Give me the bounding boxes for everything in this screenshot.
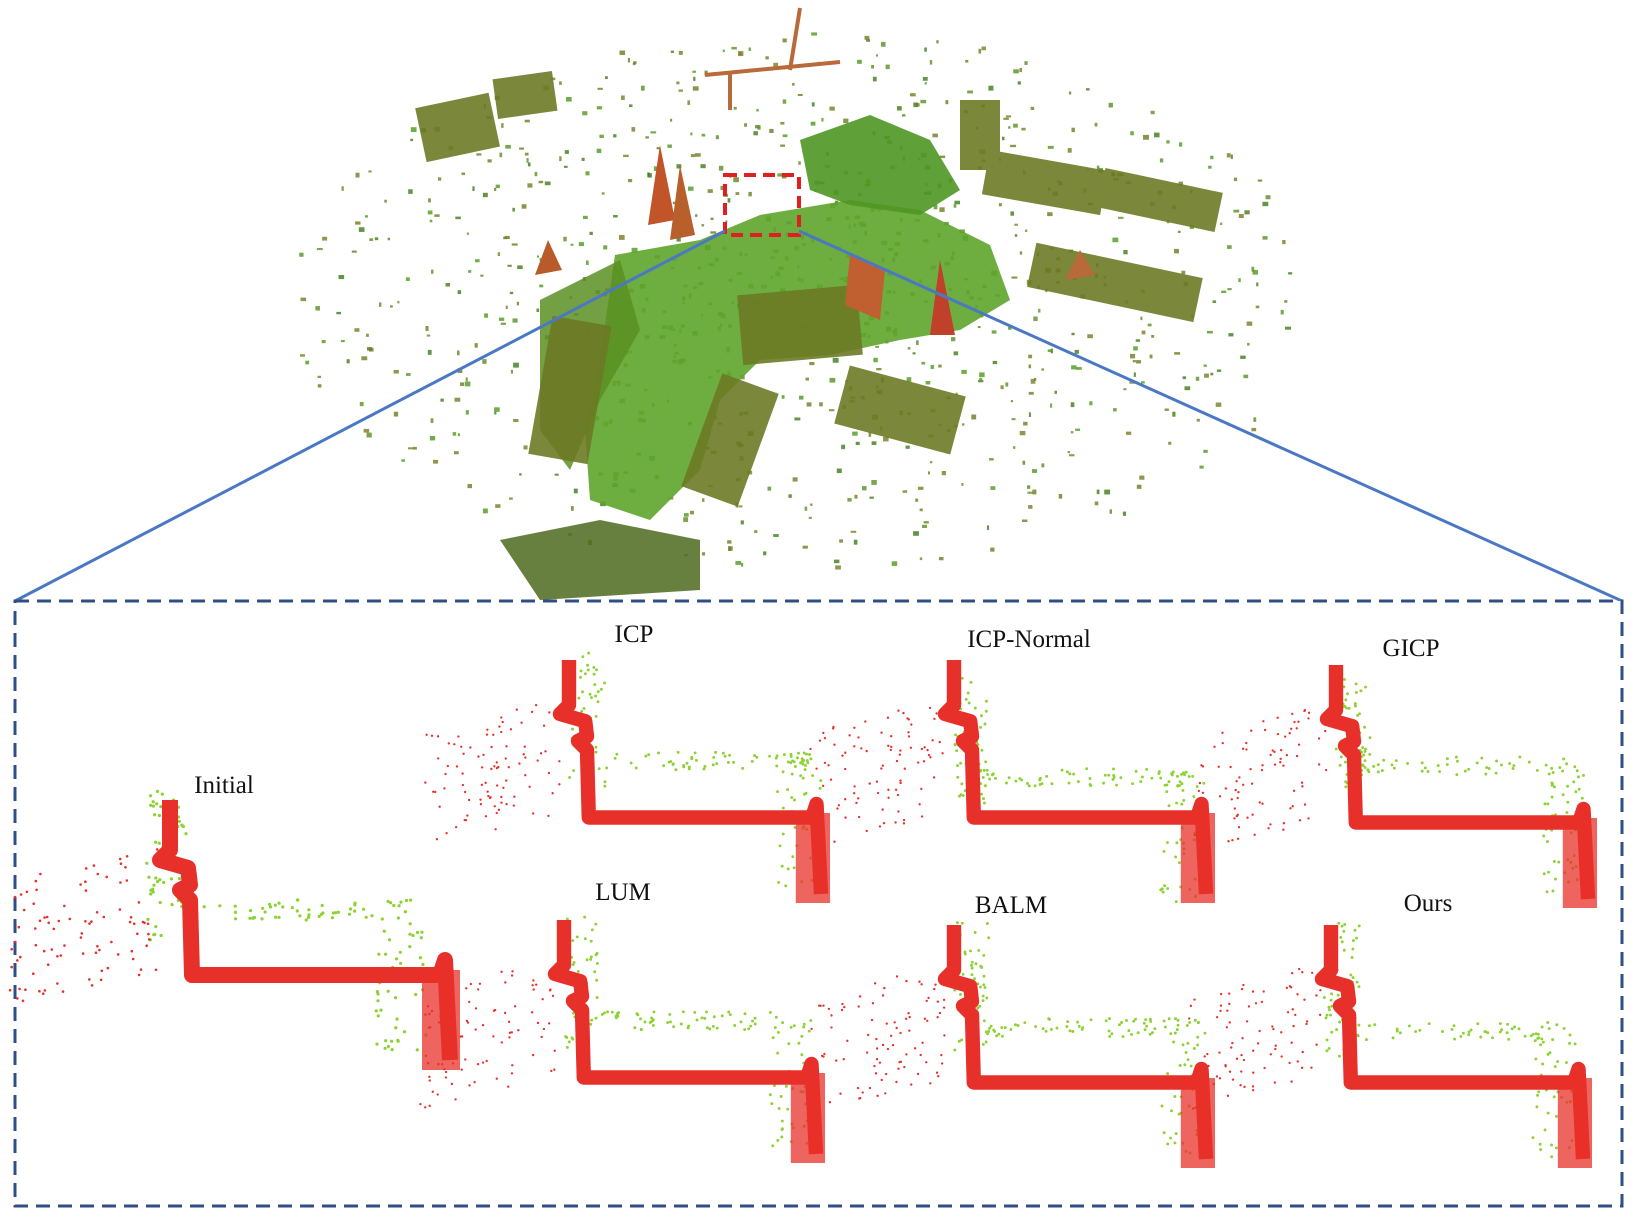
map-towers bbox=[535, 145, 1095, 335]
map-ground-north bbox=[800, 115, 960, 215]
connector-line-left bbox=[14, 229, 726, 603]
label-lum: LUM bbox=[595, 879, 651, 906]
panel-ours bbox=[1187, 921, 1592, 1168]
map-crane bbox=[704, 7, 841, 110]
registration-panels bbox=[8, 651, 1597, 1168]
panel-initial bbox=[8, 789, 460, 1070]
label-icp: ICP bbox=[614, 621, 654, 648]
map-ground-main bbox=[585, 200, 1010, 520]
map-buildings bbox=[415, 71, 1223, 507]
label-gicp: GICP bbox=[1382, 635, 1440, 662]
label-ours: Ours bbox=[1403, 890, 1453, 917]
panel-icp bbox=[424, 651, 830, 903]
panel-gicp bbox=[1193, 665, 1597, 908]
aerial-point-cloud-map bbox=[14, 7, 1623, 603]
label-icp-normal: ICP-Normal bbox=[967, 626, 1091, 653]
highlight-region-box bbox=[723, 173, 801, 237]
label-initial: Initial bbox=[194, 772, 254, 799]
connector-line-right bbox=[798, 229, 1623, 603]
label-balm: BALM bbox=[974, 892, 1048, 919]
panel-balm bbox=[808, 921, 1215, 1168]
panel-icp-normal bbox=[809, 660, 1215, 904]
map-ground-south bbox=[500, 520, 700, 600]
panel-lum bbox=[419, 915, 825, 1163]
